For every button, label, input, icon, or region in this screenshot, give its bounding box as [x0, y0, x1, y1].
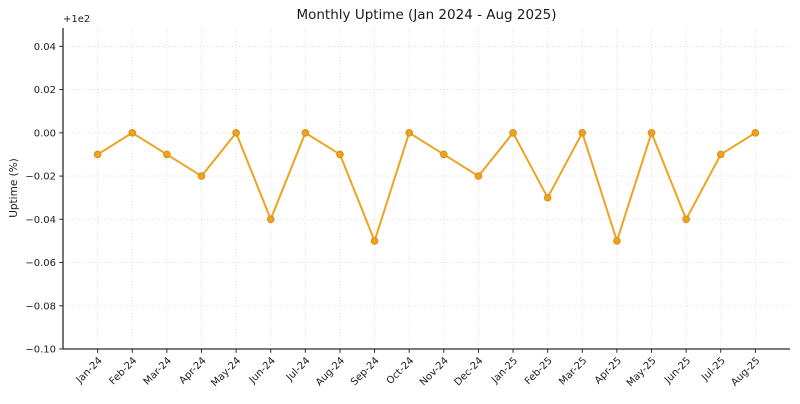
data-point-Apr-25	[613, 237, 621, 245]
x-tick-label: May-25	[625, 355, 659, 389]
axes	[59, 28, 790, 353]
x-tick-label: Aug-25	[729, 355, 762, 388]
data-point-Apr-24	[197, 172, 206, 180]
x-tick-label: Jun-24	[247, 355, 278, 386]
x-tick-label: Jan-25	[489, 355, 520, 386]
x-tick-label: Apr-25	[593, 355, 624, 386]
x-tick-label: Feb-24	[108, 355, 140, 387]
data-point-Jan-24	[93, 150, 102, 159]
x-tick-label: Sep-24	[349, 355, 382, 388]
y-tick-label: −0.06	[25, 258, 56, 269]
data-point-Oct-24	[405, 129, 413, 137]
x-tick-label: Jun-25	[662, 355, 693, 386]
gridlines	[63, 28, 790, 350]
data-point-Feb-25	[543, 193, 552, 202]
data-point-Jan-25	[509, 129, 517, 137]
y-axis-offset-label: +1e2	[63, 14, 90, 25]
x-tick-label: Jul-25	[699, 355, 728, 384]
y-tick-label: −0.08	[25, 301, 56, 312]
x-tick-label: Nov-24	[418, 355, 451, 388]
y-tick-label: −0.04	[25, 215, 56, 226]
x-tick-label: Apr-24	[177, 355, 208, 386]
x-tick-label: Aug-24	[314, 355, 347, 388]
data-point-May-25	[647, 129, 656, 137]
data-point-Aug-25	[751, 129, 760, 137]
data-point-Sep-24	[370, 237, 379, 245]
data-point-Mar-24	[163, 150, 171, 159]
data-point-Jun-24	[266, 215, 275, 224]
data-point-Jun-25	[682, 215, 690, 224]
y-tick-label: 0.04	[34, 42, 56, 53]
x-tick-label: Mar-25	[557, 355, 589, 387]
data-point-Jul-24	[301, 129, 310, 137]
data-point-Dec-24	[474, 172, 483, 180]
x-tick-label: May-24	[209, 355, 243, 389]
x-tick-label: Feb-25	[523, 355, 555, 387]
x-tick-label: Mar-24	[142, 355, 174, 387]
y-tick-label: 0.02	[34, 85, 56, 96]
y-tick-label: −0.02	[25, 172, 56, 183]
y-tick-label: 0.00	[34, 128, 56, 139]
x-tick-label: Oct-24	[385, 355, 417, 387]
x-tick-label: Jul-24	[284, 355, 313, 384]
data-point-Feb-24	[128, 129, 137, 137]
y-axis-label: Uptime (%)	[8, 158, 20, 218]
data-point-Nov-24	[440, 150, 448, 159]
data-point-Mar-25	[578, 129, 587, 137]
uptime-line	[96, 131, 757, 242]
chart-title: Monthly Uptime (Jan 2024 - Aug 2025)	[296, 7, 556, 23]
tick-labels: 0.04 0.02 0.00 −0.02 −0.04 −0.06 −0.08 −0.10 Jan…	[25, 42, 762, 389]
x-tick-label: Dec-24	[453, 355, 486, 388]
data-point-May-24	[232, 129, 240, 137]
uptime-series	[93, 129, 760, 245]
y-tick-label: −0.10	[25, 345, 56, 356]
data-point-Jul-25	[716, 150, 725, 159]
x-tick-label: Jan-24	[74, 355, 105, 386]
data-point-Aug-24	[336, 150, 344, 159]
